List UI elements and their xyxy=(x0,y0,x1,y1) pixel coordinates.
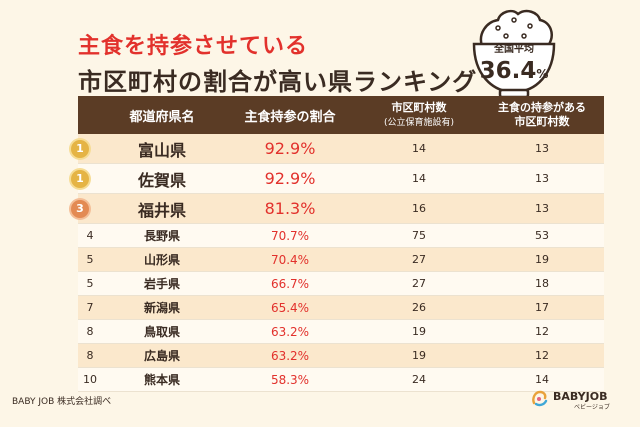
bring-cell: 13 xyxy=(480,164,604,194)
prefecture-cell: 福井県 xyxy=(102,194,222,224)
ratio-cell: 63.2% xyxy=(222,344,358,368)
prefecture-cell: 富山県 xyxy=(102,134,222,164)
table-header-row: 都道府県名 主食持参の割合 市区町村数 (公立保育施設有) 主食の持参がある 市… xyxy=(78,96,604,134)
rank-cell: 3 xyxy=(71,194,102,224)
ratio-cell: 63.2% xyxy=(222,320,358,344)
rank-cell: 5 xyxy=(78,248,102,272)
table-row: 7 新潟県 65.4% 26 17 xyxy=(78,296,604,320)
table-row: 5 岩手県 66.7% 27 18 xyxy=(78,272,604,296)
bring-cell: 12 xyxy=(480,320,604,344)
bring-cell: 13 xyxy=(480,134,604,164)
table-row: 4 長野県 70.7% 75 53 xyxy=(78,224,604,248)
header-municipalities: 市区町村数 (公立保育施設有) xyxy=(358,96,480,134)
ratio-cell: 58.3% xyxy=(222,368,358,392)
ratio-cell: 70.4% xyxy=(222,248,358,272)
municipalities-cell: 14 xyxy=(358,164,480,194)
ratio-cell: 92.9% xyxy=(222,164,358,194)
babyjob-logo-kana: ベビージョブ xyxy=(574,404,610,411)
rice-bowl-icon xyxy=(472,9,556,99)
rank-cell: 1 xyxy=(71,164,102,194)
prefecture-cell: 鳥取県 xyxy=(102,320,222,344)
table-row: 8 鳥取県 63.2% 19 12 xyxy=(78,320,604,344)
rank-cell: 7 xyxy=(78,296,102,320)
national-average-label: 全国平均 xyxy=(494,44,534,55)
table-row: 1 佐賀県 92.9% 14 13 xyxy=(71,164,604,194)
prefecture-cell: 佐賀県 xyxy=(102,164,222,194)
municipalities-cell: 27 xyxy=(358,248,480,272)
municipalities-cell: 19 xyxy=(358,344,480,368)
rank-cell: 8 xyxy=(78,320,102,344)
bring-cell: 19 xyxy=(480,248,604,272)
rank-cell: 5 xyxy=(78,272,102,296)
header-bring-line-1: 主食の持参がある xyxy=(498,101,586,114)
header-municipalities-sub: (公立保育施設有) xyxy=(383,117,455,128)
title-line-1: 主食を持参させている xyxy=(78,34,309,59)
ratio-cell: 65.4% xyxy=(222,296,358,320)
municipalities-cell: 14 xyxy=(358,134,480,164)
municipalities-cell: 26 xyxy=(358,296,480,320)
municipalities-cell: 27 xyxy=(358,272,480,296)
header-bring-line-2: 市区町村数 xyxy=(514,115,570,128)
bronze-medal-icon: 3 xyxy=(71,199,89,218)
national-average-value: 36.4% xyxy=(468,58,560,84)
babyjob-logo-icon xyxy=(532,390,548,407)
table-row: 1 富山県 92.9% 14 13 xyxy=(71,134,604,164)
table-row: 10 熊本県 58.3% 24 14 xyxy=(78,368,604,392)
header-municipalities-label: 市区町村数 xyxy=(391,100,447,114)
table-row: 5 山形県 70.4% 27 19 xyxy=(78,248,604,272)
bring-cell: 13 xyxy=(480,194,604,224)
table-row: 3 福井県 81.3% 16 13 xyxy=(71,194,604,224)
prefecture-cell: 新潟県 xyxy=(102,296,222,320)
municipalities-cell: 75 xyxy=(358,224,480,248)
prefecture-cell: 山形県 xyxy=(102,248,222,272)
prefecture-cell: 長野県 xyxy=(102,224,222,248)
header-bring: 主食の持参がある 市区町村数 xyxy=(480,96,604,134)
bring-cell: 53 xyxy=(480,224,604,248)
source-credit: BABY JOB 株式会社調べ xyxy=(12,397,112,407)
babyjob-logo-text: BABYJOB xyxy=(553,390,608,403)
prefecture-cell: 熊本県 xyxy=(102,368,222,392)
header-rank xyxy=(78,96,102,134)
gold-medal-icon: 1 xyxy=(71,139,89,158)
header-ratio: 主食持参の割合 xyxy=(222,96,358,134)
ratio-cell: 81.3% xyxy=(222,194,358,224)
bring-cell: 17 xyxy=(480,296,604,320)
header-prefecture: 都道府県名 xyxy=(102,96,222,134)
national-average-unit: % xyxy=(536,67,549,81)
ranking-table: 都道府県名 主食持参の割合 市区町村数 (公立保育施設有) 主食の持参がある 市… xyxy=(71,96,604,392)
title-line-2: 市区町村の割合が高い県ランキング xyxy=(78,68,478,96)
ratio-cell: 66.7% xyxy=(222,272,358,296)
bring-cell: 12 xyxy=(480,344,604,368)
municipalities-cell: 19 xyxy=(358,320,480,344)
municipalities-cell: 16 xyxy=(358,194,480,224)
rank-cell: 1 xyxy=(71,134,102,164)
rank-cell: 4 xyxy=(78,224,102,248)
table-row: 8 広島県 63.2% 19 12 xyxy=(78,344,604,368)
prefecture-cell: 広島県 xyxy=(102,344,222,368)
ratio-cell: 92.9% xyxy=(222,134,358,164)
rank-cell: 10 xyxy=(78,368,102,392)
national-average-badge: 全国平均 36.4% xyxy=(468,6,560,102)
national-average-number: 36.4 xyxy=(479,58,537,84)
gold-medal-icon: 1 xyxy=(71,169,89,188)
babyjob-logo: BABYJOB ベビージョブ xyxy=(530,386,610,411)
prefecture-cell: 岩手県 xyxy=(102,272,222,296)
municipalities-cell: 24 xyxy=(358,368,480,392)
bring-cell: 18 xyxy=(480,272,604,296)
ratio-cell: 70.7% xyxy=(222,224,358,248)
rank-cell: 8 xyxy=(78,344,102,368)
